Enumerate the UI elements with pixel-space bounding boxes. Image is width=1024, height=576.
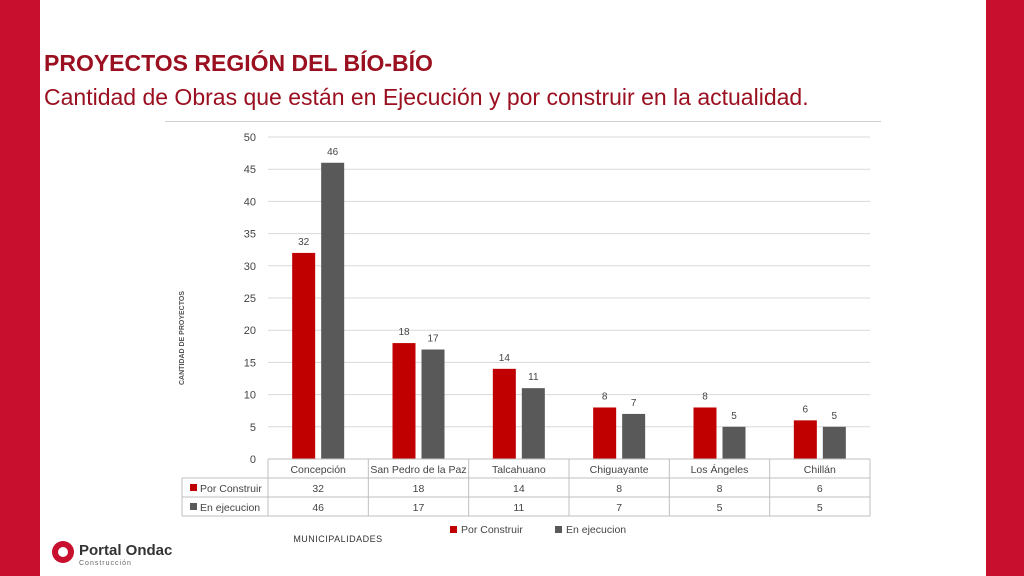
x-axis-label: MUNICIPALIDADES (293, 534, 382, 544)
table-cell-value: 8 (616, 483, 622, 495)
table-cell-value: 7 (616, 502, 622, 514)
bar (822, 426, 846, 459)
bar (622, 413, 646, 459)
table-cell-value: 11 (513, 502, 524, 514)
table-cell-value: 5 (717, 502, 723, 514)
plot-area: 0 5 10 15 20 25 30 35 40 45 50 32 46 Concepción 32 46 18… (181, 132, 871, 536)
x-tick-label: Chiguayante (590, 464, 649, 476)
table-cell-value: 17 (413, 502, 425, 514)
table-cell-value: 6 (817, 483, 823, 495)
y-tick-label: 20 (244, 325, 256, 337)
table-series-label: Por Construir (200, 483, 262, 495)
table-cell-value: 8 (717, 483, 723, 495)
bar-value-label: 11 (528, 372, 539, 383)
table-series-label: En ejecucion (200, 502, 260, 514)
x-tick-label: San Pedro de la Paz (370, 464, 466, 476)
legend-key (450, 526, 457, 533)
bar (392, 343, 416, 459)
x-tick-label: Los Ángeles (691, 463, 749, 476)
bar-value-label: 18 (398, 327, 410, 338)
y-tick-label: 25 (244, 293, 256, 305)
table-cell-value: 5 (817, 502, 823, 514)
bar (421, 349, 445, 459)
y-axis-label: CANTIDAD DE PROYECTOS (179, 291, 186, 385)
portal-ondac-logo: Portal Ondac Construcción (52, 541, 192, 571)
logo-tagline: Construcción (79, 560, 132, 567)
bar (793, 420, 817, 459)
table-legend-key (190, 484, 197, 491)
y-tick-label: 50 (244, 132, 256, 144)
bar (292, 252, 316, 459)
bar-value-label: 5 (832, 411, 838, 422)
bar-value-label: 8 (602, 391, 608, 402)
y-tick-label: 10 (244, 390, 256, 402)
bar-value-label: 7 (631, 398, 637, 409)
title-divider (165, 121, 881, 122)
table-cell-value: 14 (513, 483, 525, 495)
bar (321, 162, 345, 459)
y-tick-label: 0 (250, 454, 256, 466)
y-tick-label: 5 (250, 422, 256, 434)
table-legend-key (190, 503, 197, 510)
x-tick-label: Chillán (804, 464, 836, 476)
bar-value-label: 46 (327, 147, 339, 158)
bar (722, 426, 746, 459)
logo-mark-icon (52, 541, 74, 563)
table-cell-value: 32 (312, 483, 324, 495)
bar (492, 368, 516, 459)
bar-value-label: 5 (731, 411, 737, 422)
y-tick-label: 45 (244, 164, 256, 176)
table-cell-value: 46 (312, 502, 324, 514)
y-tick-label: 30 (244, 261, 256, 273)
y-tick-label: 40 (244, 196, 256, 208)
legend-label: En ejecucion (566, 524, 626, 536)
x-tick-label: Talcahuano (492, 464, 546, 476)
x-tick-label: Concepción (290, 464, 346, 476)
bar-value-label: 6 (803, 404, 809, 415)
legend-label: Por Construir (461, 524, 523, 536)
page-subtitle: Cantidad de Obras que están en Ejecución… (44, 84, 809, 110)
bar (693, 407, 717, 459)
y-tick-label: 15 (244, 357, 256, 369)
left-red-band (0, 0, 40, 576)
bar-value-label: 8 (702, 391, 708, 402)
page-title: PROYECTOS REGIÓN DEL BÍO-BÍO (44, 50, 433, 76)
legend-key (555, 526, 562, 533)
right-red-band (986, 0, 1024, 576)
bar (593, 407, 617, 459)
bar-value-label: 32 (298, 237, 310, 248)
bar-chart: CANTIDAD DE PROYECTOS MUNICIPALIDADES 0 5… (179, 132, 871, 544)
bar-value-label: 17 (427, 334, 439, 345)
bar-value-label: 14 (499, 353, 511, 364)
table-cell-value: 18 (413, 483, 425, 495)
bar (521, 388, 545, 459)
logo-name: Portal Ondac (79, 542, 173, 559)
y-tick-label: 35 (244, 229, 256, 241)
